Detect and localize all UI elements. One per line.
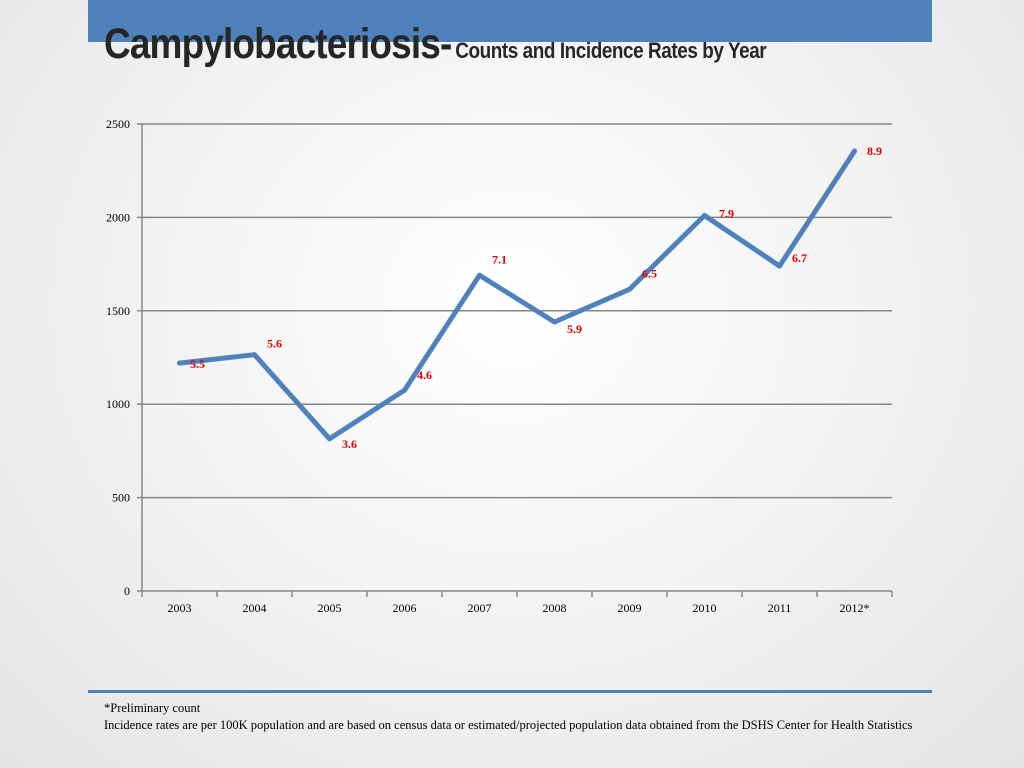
slide-title: Campylobacteriosis- Counts and Incidence…: [104, 20, 767, 69]
data-point: [327, 436, 332, 442]
y-tick-label: 1500: [106, 304, 130, 318]
footer-divider: [88, 690, 932, 693]
line-chart: 0 500 1000 1500 2000 2500 2003 2004 2005 2006 2007…: [106, 117, 893, 615]
rate-label: 3.6: [342, 437, 357, 451]
x-tick-label: 2010: [693, 601, 717, 615]
x-tick-label: 2006: [393, 601, 417, 615]
footnote-rates-note: Incidence rates are per 100K population …: [104, 718, 913, 732]
y-tick-label: 2500: [106, 117, 130, 131]
x-tick-label: 2012*: [840, 601, 870, 615]
title-main: Campylobacteriosis-: [104, 20, 452, 68]
x-tick-label: 2005: [318, 601, 342, 615]
series-line-counts: [177, 148, 857, 442]
footnote: *Preliminary count Incidence rates are p…: [104, 700, 944, 734]
rate-label: 5.6: [267, 337, 282, 351]
data-point: [402, 387, 407, 393]
rate-label: 5.5: [190, 357, 205, 371]
data-point: [552, 319, 557, 325]
header-bar: [88, 0, 932, 42]
data-point: [852, 148, 857, 154]
data-point: [177, 360, 182, 366]
y-tick-label: 1000: [106, 397, 130, 411]
y-tick-label: 0: [124, 584, 130, 598]
x-tick-label: 2011: [768, 601, 792, 615]
rate-label: 6.5: [642, 266, 657, 280]
y-tick-label: 2000: [106, 210, 130, 224]
rate-label: 4.6: [417, 368, 432, 382]
data-point: [627, 286, 632, 292]
x-tick-label: 2007: [468, 601, 492, 615]
data-point: [777, 263, 782, 269]
footnote-preliminary: *Preliminary count: [104, 701, 201, 715]
x-tick-label: 2008: [543, 601, 567, 615]
data-point: [252, 352, 257, 358]
rate-label: 5.9: [567, 322, 582, 336]
x-tick-label: 2009: [618, 601, 642, 615]
data-point: [477, 272, 482, 278]
rate-label: 7.9: [719, 207, 734, 221]
title-subtitle: Counts and Incidence Rates by Year: [455, 38, 767, 63]
rate-label: 6.7: [792, 251, 807, 265]
rate-label: 8.9: [867, 144, 882, 158]
y-tick-label: 500: [112, 491, 130, 505]
data-point: [702, 213, 707, 219]
x-tick-label: 2003: [168, 601, 192, 615]
rate-label: 7.1: [492, 252, 507, 266]
x-tick-label: 2004: [243, 601, 267, 615]
